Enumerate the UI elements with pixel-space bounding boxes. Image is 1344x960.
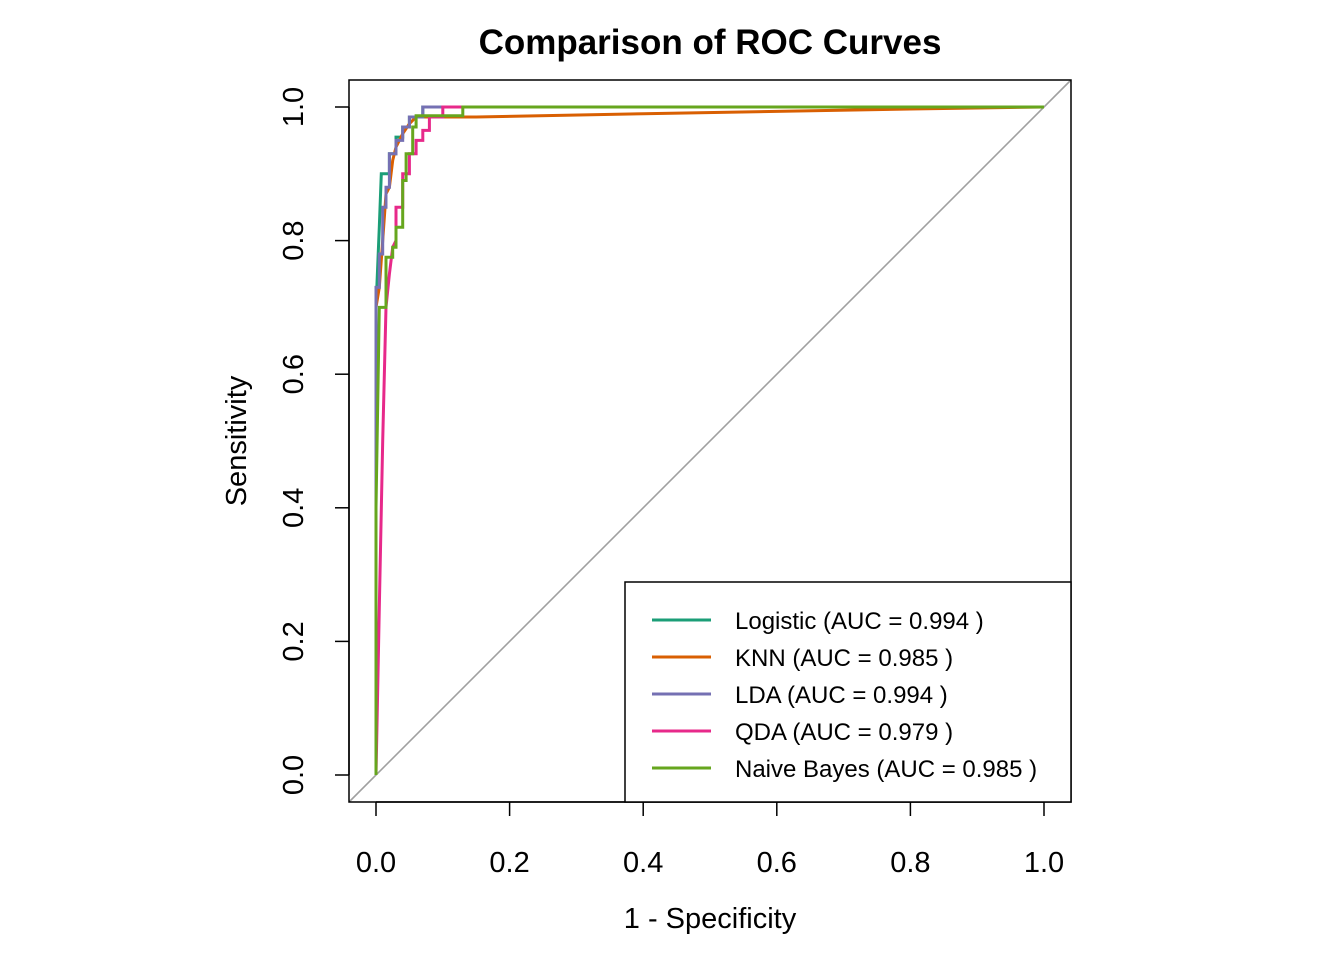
x-tick-label: 0.6 [757,847,797,879]
x-tick-label: 1.0 [1024,847,1064,879]
roc-curve-5 [374,105,1044,775]
y-tick-label: 0.4 [278,488,310,528]
x-tick-label: 0.0 [356,847,396,879]
legend: Logistic (AUC = 0.994 ) KNN (AUC = 0.985 … [624,581,1072,803]
y-tick-label: 0.0 [278,755,310,795]
y-tick-label: 0.2 [278,621,310,661]
legend-label: Naive Bayes (AUC = 0.985 ) [735,756,1037,783]
y-tick-label: 0.6 [278,354,310,394]
legend-label: QDA (AUC = 0.979 ) [735,719,953,746]
y-tick-label: 0.8 [278,220,310,260]
legend-label: Logistic (AUC = 0.994 ) [735,608,984,635]
y-axis-label: Sensitivity [221,375,253,506]
legend-label: KNN (AUC = 0.985 ) [735,645,953,672]
x-tick-label: 0.8 [890,847,930,879]
y-tick-label: 1.0 [278,87,310,127]
plot-area [348,79,1072,803]
x-axis-label: 1 - Specificity [624,903,797,935]
diagonal-reference-line [348,79,1072,803]
chart-title: Comparison of ROC Curves [479,23,942,62]
x-tick-label: 0.2 [489,847,529,879]
x-tick-label: 0.4 [623,847,663,879]
legend-label: LDA (AUC = 0.994 ) [735,682,948,709]
